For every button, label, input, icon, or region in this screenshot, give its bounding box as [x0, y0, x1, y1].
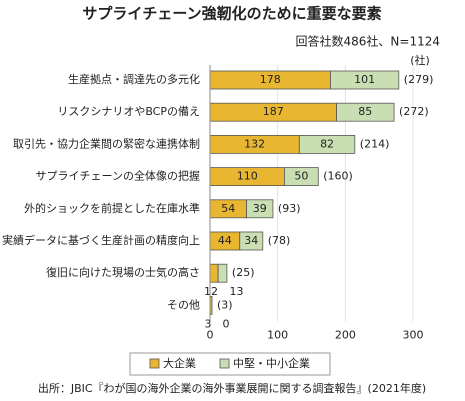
total-label: (279) — [404, 73, 434, 86]
legend-box — [129, 352, 331, 376]
bar-segment — [330, 70, 400, 90]
value-label: 187 — [263, 105, 284, 118]
total-label: (3) — [217, 298, 233, 311]
bar-segment — [336, 102, 395, 122]
y-tick-label: 外的ショックを前提とした在庫水準 — [24, 201, 200, 215]
value-label: 44 — [218, 234, 232, 247]
x-tick-label: 200 — [335, 328, 356, 341]
legend-swatch — [219, 358, 230, 369]
y-tick-label: 生産拠点・調達先の多元化 — [68, 72, 200, 86]
chart-title: サプライチェーン強靭化のために重要な要素 — [82, 5, 381, 23]
total-label: (25) — [232, 266, 255, 279]
x-tick-label: 0 — [207, 328, 214, 341]
source: 出所：JBIC『わが国の海外企業の海外事業展開に関する調査報告』(2021年度) — [38, 381, 426, 395]
value-label: 12 — [204, 285, 218, 298]
value-label: 0 — [223, 317, 230, 330]
value-label: 39 — [253, 202, 267, 215]
value-label: 82 — [320, 137, 334, 150]
total-label: (160) — [323, 170, 353, 183]
value-label: 110 — [237, 170, 258, 183]
total-label: (214) — [360, 137, 390, 150]
total-label: (272) — [399, 105, 429, 118]
x-tick-label: 100 — [267, 328, 288, 341]
legend-swatch — [149, 358, 160, 369]
value-label: 101 — [354, 73, 375, 86]
legend-label: 中堅・中小企業 — [233, 356, 310, 370]
unit-label: (社) — [410, 53, 430, 67]
value-label: 178 — [260, 73, 281, 86]
value-label: 85 — [358, 105, 372, 118]
x-tick-label: 300 — [403, 328, 424, 341]
y-tick-label: リスクシナリオやBCPの備え — [57, 105, 200, 118]
bar-segment — [209, 263, 219, 283]
legend-label: 大企業 — [163, 356, 196, 370]
bar-segment — [246, 199, 274, 219]
total-label: (78) — [268, 234, 291, 247]
bar-segment — [284, 167, 319, 187]
value-label: 3 — [205, 317, 212, 330]
y-tick-label: その他 — [167, 298, 200, 311]
bar-segment — [239, 231, 264, 251]
value-label: 54 — [221, 202, 235, 215]
value-label: 13 — [230, 285, 244, 298]
total-label: (93) — [278, 202, 301, 215]
bar-segment — [298, 134, 356, 154]
y-tick-label: 実績データに基づく生産計画の精度向上 — [2, 233, 200, 247]
bar-segment — [217, 263, 228, 283]
value-label: 132 — [244, 137, 265, 150]
y-tick-label: サプライチェーンの全体像の把握 — [36, 169, 200, 183]
chart-subtitle: 回答社数486社、N=1124 — [296, 34, 440, 49]
y-tick-label: 復旧に向けた現場の士気の高さ — [46, 265, 200, 279]
value-label: 34 — [244, 234, 258, 247]
value-label: 50 — [294, 170, 308, 183]
y-tick-label: 取引先・協力企業間の緊密な連携体制 — [13, 136, 200, 150]
